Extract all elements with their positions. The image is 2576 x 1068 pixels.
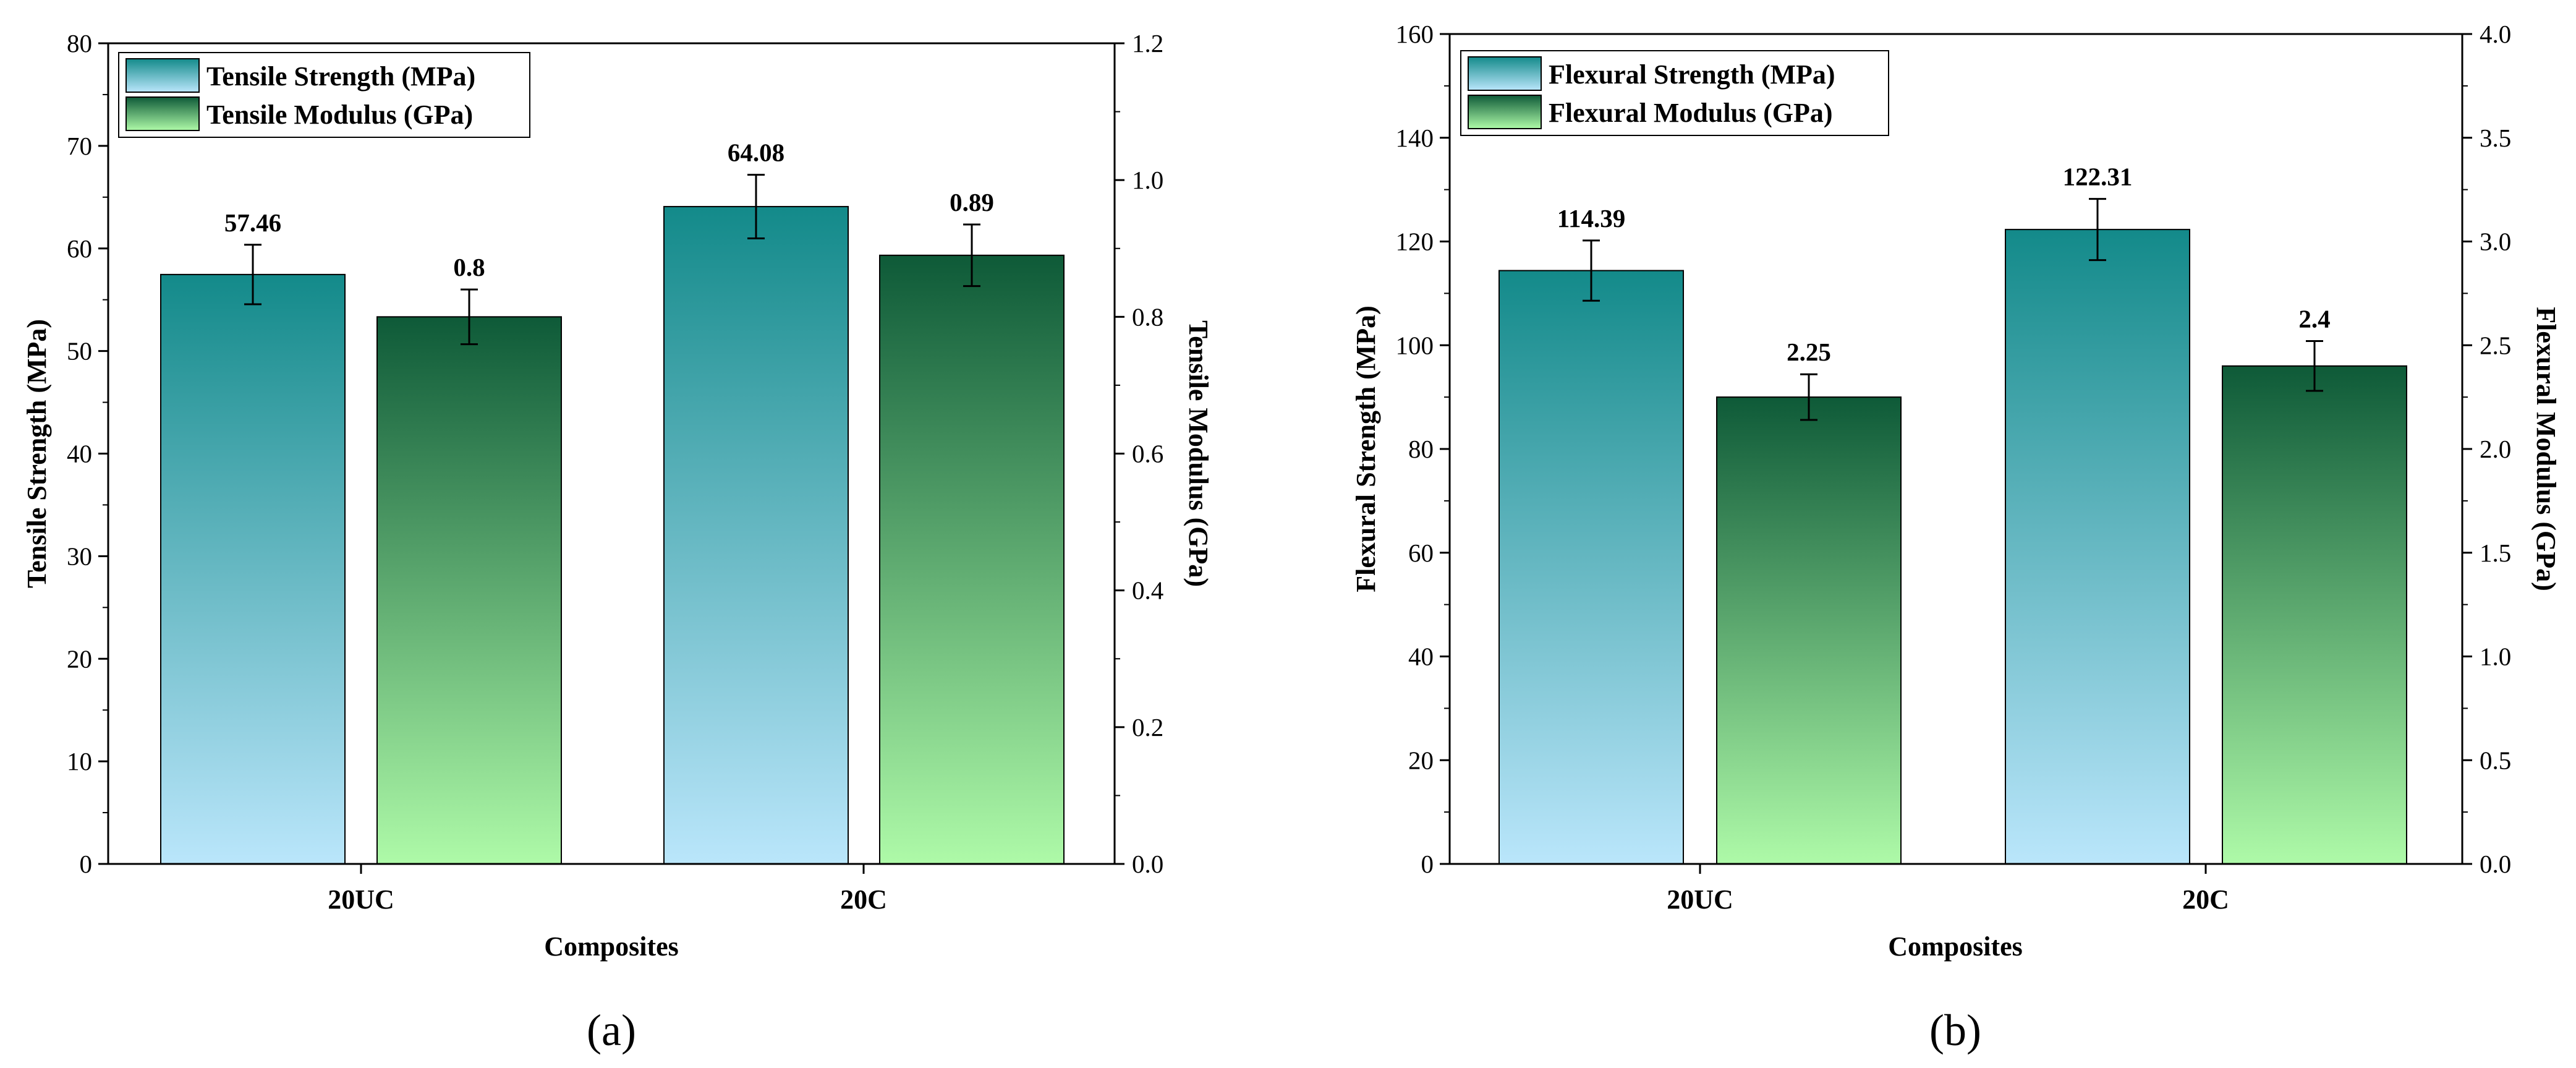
right-axis-title: Tensile Modulus (GPa): [1183, 320, 1214, 587]
data-label: 0.8: [453, 253, 485, 281]
right-axis-tick-label: 2.5: [2480, 331, 2511, 359]
data-label: 64.08: [728, 139, 784, 167]
right-axis-tick-label: 0.8: [1132, 302, 1163, 331]
right-axis-tick-label: 0.0: [2480, 850, 2511, 878]
error-bar: [963, 223, 980, 288]
x-axis-title: Composites: [1888, 931, 2023, 962]
error-bar: [244, 244, 261, 305]
right-axis-tick-label: 1.2: [1132, 29, 1163, 58]
bar-tensile-strength-mpa-20c: [663, 206, 849, 865]
left-axis-tick-label: 0: [1421, 850, 1434, 878]
left-axis-tick-label: 40: [1408, 643, 1434, 671]
error-bar: [461, 288, 478, 346]
panel-label: (a): [587, 1006, 636, 1055]
bar-flexural-strength-mpa-20uc: [1498, 270, 1684, 865]
right-axis-tick-label: 4.0: [2480, 20, 2511, 48]
right-axis-tick-label: 0.0: [1132, 850, 1163, 878]
legend: Flexural Strength (MPa) Flexural Modulus …: [1460, 50, 1889, 136]
bar-flexural-modulus-gpa-20c: [2222, 365, 2407, 865]
right-axis-tick-label: 0.6: [1132, 440, 1163, 468]
legend-entry: Flexural Modulus (GPa): [1549, 98, 1833, 128]
x-axis-title: Composites: [544, 931, 679, 962]
x-axis-category-label: 20UC: [1667, 884, 1733, 915]
legend-swatch: [1468, 95, 1542, 129]
right-axis-title: Flexural Modulus (GPa): [2531, 307, 2561, 591]
left-axis-tick-label: 60: [1408, 539, 1434, 567]
error-bar: [2306, 340, 2323, 392]
legend-swatch: [125, 58, 200, 93]
bar-tensile-modulus-gpa-20uc: [376, 316, 562, 865]
left-axis-tick-label: 50: [67, 337, 92, 365]
left-axis-tick-label: 160: [1396, 20, 1434, 48]
legend-swatch: [1468, 56, 1542, 91]
right-axis-tick-label: 0.2: [1132, 713, 1163, 741]
bar-flexural-modulus-gpa-20uc: [1716, 396, 1902, 865]
right-axis-tick-label: 0.5: [2480, 746, 2511, 774]
left-axis-tick-label: 100: [1396, 331, 1434, 359]
legend-swatch: [125, 96, 200, 131]
panel-label: (b): [1929, 1006, 1981, 1055]
data-label: 57.46: [224, 208, 281, 237]
left-axis-tick-label: 20: [1408, 746, 1434, 774]
left-axis-tick-label: 140: [1396, 124, 1434, 152]
bar-tensile-modulus-gpa-20c: [879, 254, 1065, 865]
data-label: 0.89: [950, 188, 994, 216]
data-label: 114.39: [1557, 204, 1626, 233]
left-axis-tick-label: 120: [1396, 228, 1434, 256]
left-axis-tick-label: 40: [67, 440, 92, 468]
data-label: 2.4: [2298, 305, 2330, 333]
left-axis-tick-label: 80: [1408, 435, 1434, 463]
bar-flexural-strength-mpa-20c: [2005, 229, 2190, 865]
right-axis-tick-label: 3.5: [2480, 124, 2511, 152]
bar-tensile-strength-mpa-20uc: [160, 273, 346, 865]
x-axis-category-label: 20C: [2182, 884, 2229, 915]
left-axis-tick-label: 60: [67, 234, 92, 263]
data-label: 122.31: [2063, 163, 2133, 191]
error-bar: [747, 174, 765, 239]
right-axis-tick-label: 2.0: [2480, 435, 2511, 463]
right-axis-tick-label: 1.0: [2480, 643, 2511, 671]
left-axis-tick-label: 70: [67, 132, 92, 160]
left-axis-tick-label: 20: [67, 644, 92, 673]
x-axis-category-label: 20C: [840, 884, 887, 915]
error-bar: [1583, 239, 1600, 302]
right-axis-tick-label: 1.0: [1132, 166, 1163, 194]
left-axis-title: Flexural Strength (MPa): [1351, 305, 1381, 592]
left-axis-tick-label: 80: [67, 29, 92, 58]
right-axis-tick-label: 1.5: [2480, 539, 2511, 567]
legend: Tensile Strength (MPa) Tensile Modulus (G…: [118, 52, 530, 138]
right-axis-tick-label: 0.4: [1132, 576, 1163, 605]
error-bar: [1800, 373, 1817, 421]
legend-entry: Flexural Strength (MPa): [1549, 59, 1835, 90]
legend-entry: Tensile Strength (MPa): [206, 61, 475, 92]
error-bar: [2089, 198, 2106, 262]
data-label: 2.25: [1787, 338, 1831, 366]
legend-entry: Tensile Modulus (GPa): [206, 100, 473, 130]
chart-panel-b: 114.39 122.31 2.25 2.4 0 20 40 60 80 100 120 140 160…: [1351, 20, 2561, 1055]
left-axis-tick-label: 30: [67, 542, 92, 570]
left-axis-title: Tensile Strength (MPa): [22, 319, 52, 588]
left-axis-tick-label: 10: [67, 747, 92, 775]
left-axis-tick-label: 0: [80, 850, 93, 878]
chart-panel-a: 57.46 64.08 0.8 0.89 0 10 20 30 40 50 60 70 80 0.0 0.2…: [22, 29, 1214, 1055]
right-axis-tick-label: 3.0: [2480, 228, 2511, 256]
x-axis-category-label: 20UC: [328, 884, 394, 915]
